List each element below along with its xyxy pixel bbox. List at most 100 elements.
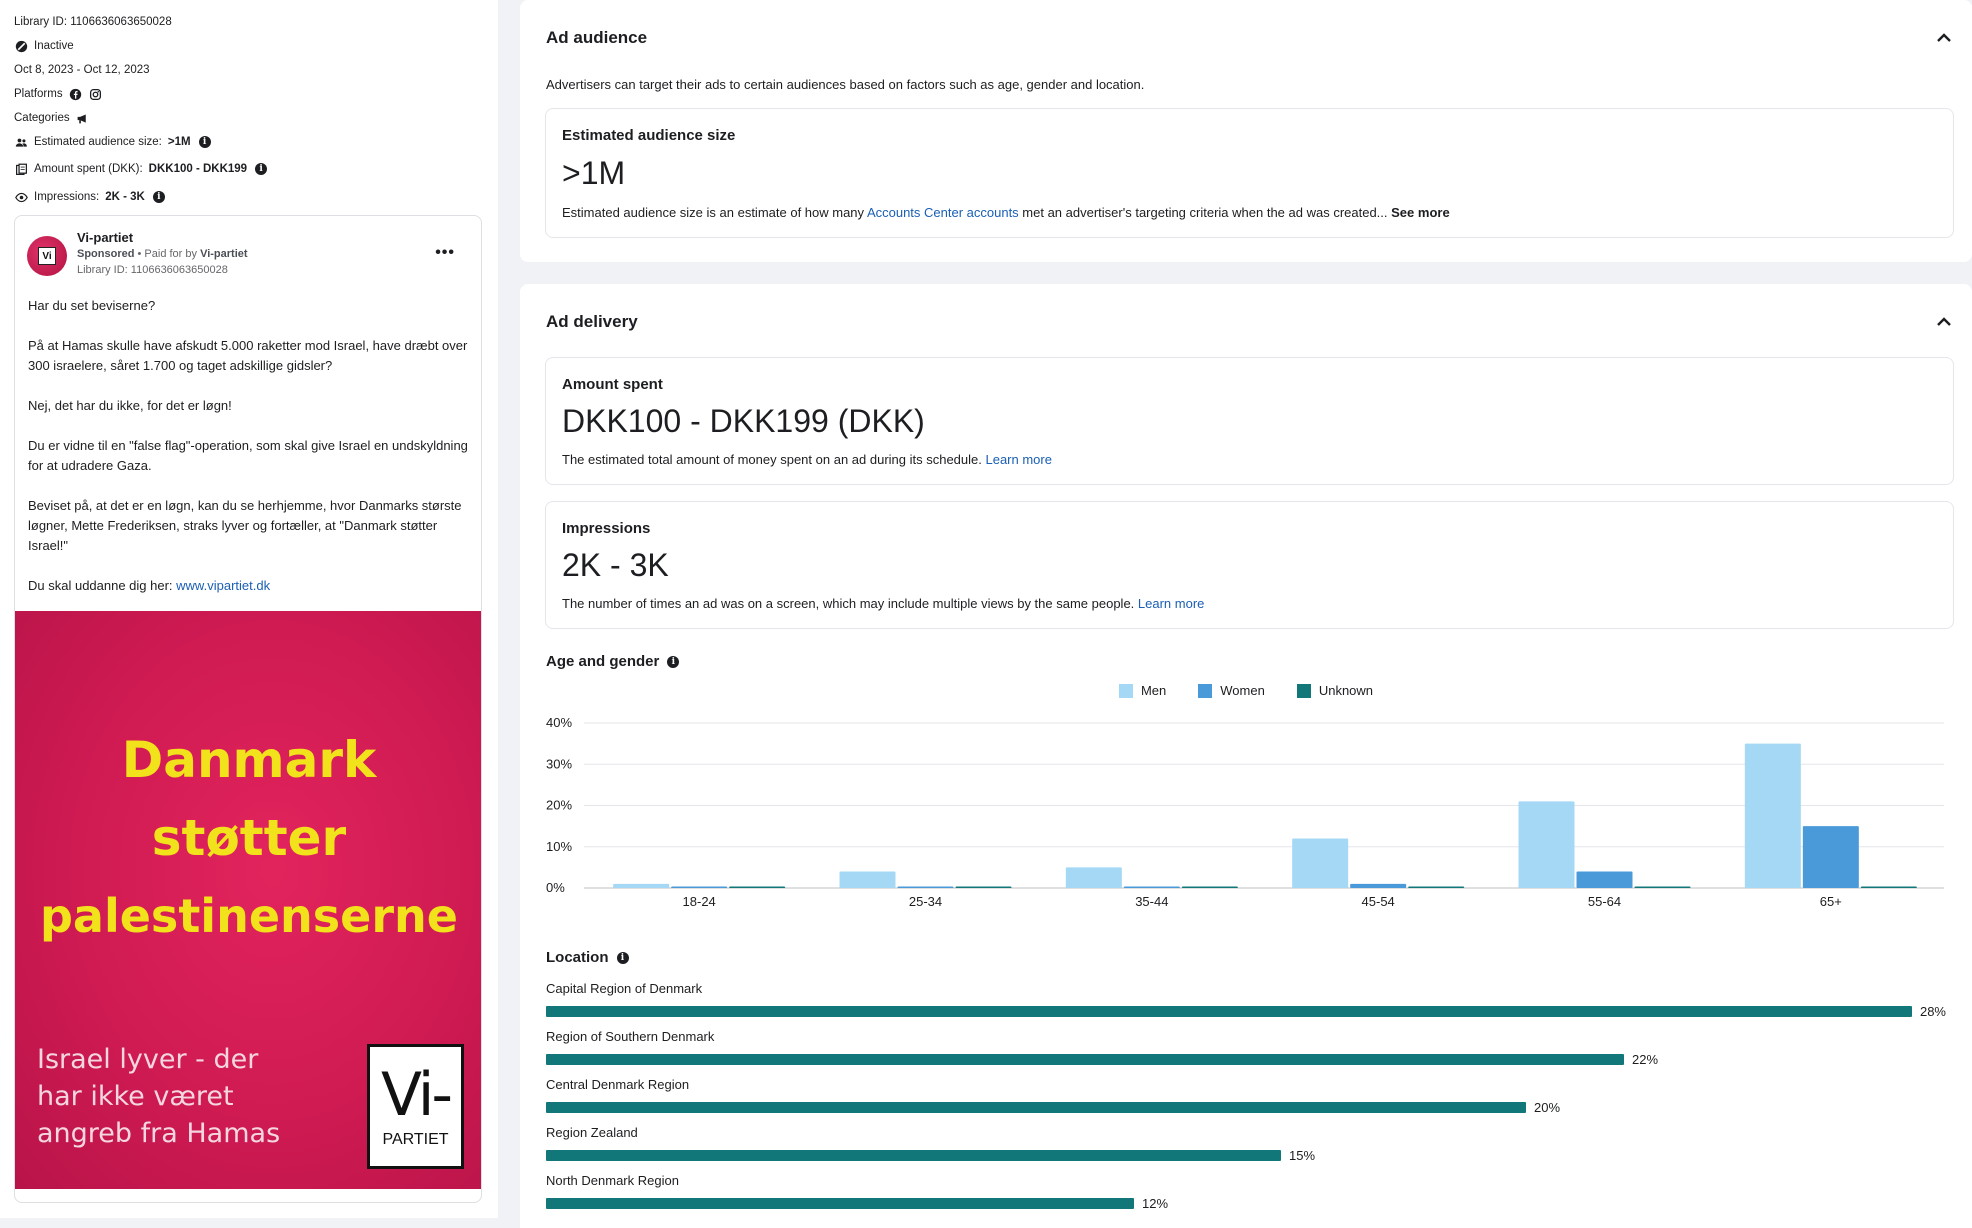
bar-men-45-54[interactable] [1292,838,1349,889]
location-row: North Denmark Region 12% [546,1173,1946,1211]
bar-unknown-55-64[interactable] [1634,886,1691,889]
bar-men-55-64[interactable] [1518,801,1575,888]
x-tick-label: 35-44 [1135,894,1168,909]
ad-audience-card: Ad audience Advertisers can target their… [520,0,1972,262]
location-bar[interactable] [546,1198,1134,1209]
impressions-row: Impressions: 2K - 3K i [14,184,484,210]
bar-women-55-64[interactable] [1576,871,1633,889]
location-bar-wrap: 28% [546,1004,1946,1019]
location-percent: 22% [1632,1052,1659,1067]
y-tick-label: 10% [546,839,572,854]
bar-unknown-25-34[interactable] [955,886,1012,889]
eye-icon [14,190,28,204]
legend-item-women[interactable]: Women [1198,683,1265,698]
impressions-box: Impressions 2K - 3K The number of times … [545,501,1954,629]
date-range: Oct 8, 2023 - Oct 12, 2023 [14,64,150,76]
location-name: North Denmark Region [546,1173,679,1188]
bar-unknown-45-54[interactable] [1408,886,1465,889]
location-bar[interactable] [546,1006,1912,1017]
more-options-icon[interactable]: ••• [435,244,455,261]
location-bar[interactable] [546,1150,1281,1161]
ad-paragraph: Beviset på, at det er en løgn, kan du se… [28,498,462,553]
chevron-up-icon[interactable] [1936,314,1952,330]
x-tick-label: 25-34 [909,894,942,909]
legend-item-unknown[interactable]: Unknown [1296,683,1373,698]
info-icon[interactable]: i [198,136,211,148]
avatar[interactable]: Vi [27,236,67,276]
audience-size-row: Estimated audience size: >1M i [14,130,484,154]
image-subline: Israel lyver - der har ikke været angreb… [37,1044,281,1149]
bar-men-35-44[interactable] [1065,867,1122,888]
y-tick-label: 40% [546,715,572,730]
learn-more-link[interactable]: Learn more [1137,596,1205,611]
categories-row: Categories [14,106,484,130]
age-gender-title: Age and gender i [546,653,680,670]
location-name: Central Denmark Region [546,1077,690,1092]
chevron-up-icon[interactable] [1936,30,1952,46]
info-icon[interactable]: i [616,951,629,964]
legend-swatch [1118,683,1133,698]
location-percent: 20% [1534,1100,1561,1115]
x-tick-label: 18-24 [683,894,716,909]
location-bar[interactable] [546,1054,1624,1065]
bar-men-18-24[interactable] [613,883,670,888]
see-more-button[interactable]: See more [1391,205,1450,220]
bar-women-18-24[interactable] [671,886,728,889]
audience-size-note: Estimated audience size is an estimate o… [562,205,1450,220]
x-tick-label: 55-64 [1588,894,1621,909]
advertiser-name[interactable]: Vi-partiet [77,230,134,245]
legend-swatch [1198,683,1213,698]
bar-women-35-44[interactable] [1123,886,1180,889]
facebook-icon [69,87,83,101]
location-row: Region of Southern Denmark 22% [546,1029,1946,1067]
ad-header: Vi Vi-partiet Sponsored • Paid for by Vi… [15,216,481,296]
location-bar-wrap: 22% [546,1052,1946,1067]
advertiser-info: Vi-partiet Sponsored • Paid for by Vi-pa… [77,230,248,282]
location-bar[interactable] [546,1102,1526,1113]
ad-preview-card: Vi Vi-partiet Sponsored • Paid for by Vi… [14,215,482,1203]
ad-audience-title: Ad audience [546,28,648,47]
ad-audience-description: Advertisers can target their ads to cert… [546,77,1145,92]
amount-spent-value: DKK100 - DKK199 (DKK) [562,403,925,439]
legend-item-men[interactable]: Men [1118,683,1166,698]
impressions-label: Impressions [562,520,651,537]
bar-men-65+[interactable] [1744,743,1801,888]
location-name: Region Zealand [546,1125,638,1140]
location-bar-wrap: 12% [546,1196,1946,1211]
bar-women-45-54[interactable] [1350,883,1407,888]
bar-unknown-18-24[interactable] [729,886,786,889]
ad-delivery-title: Ad delivery [546,312,638,331]
sponsored-line: Sponsored • Paid for by Vi-partiet [77,248,248,260]
audience-size-box: Estimated audience size >1M Estimated au… [545,108,1954,238]
accounts-center-link[interactable]: Accounts Center accounts [866,205,1019,220]
bar-unknown-65+[interactable] [1860,886,1917,889]
location-percent: 28% [1919,1004,1946,1019]
info-icon[interactable]: i [667,655,680,668]
location-title: Location i [546,949,629,966]
amount-spent-label: Amount spent [562,376,663,393]
status-row: Inactive [14,34,484,58]
ad-library-id: Library ID: 1106636063650028 [77,264,228,276]
y-tick-label: 20% [546,798,572,813]
audience-size-label: Estimated audience size [562,127,736,144]
ad-creative-image[interactable]: Danmark støtter palestinenserne Israel l… [15,611,481,1189]
bar-women-65+[interactable] [1802,826,1859,888]
ad-paragraph: På at Hamas skulle have afskudt 5.000 ra… [28,338,468,373]
ad-paragraph: Har du set beviserne? [28,298,156,313]
location-percent: 15% [1289,1148,1316,1163]
ad-website-link[interactable]: www.vipartiet.dk [176,578,271,593]
location-row: Central Denmark Region 20% [546,1077,1946,1115]
receipt-icon [14,162,28,176]
location-bar-wrap: 20% [546,1100,1946,1115]
bar-unknown-35-44[interactable] [1181,886,1238,889]
status-text: Inactive [34,40,74,52]
info-icon[interactable]: i [255,163,268,175]
age-gender-chart: 0% 10% 20% 30% 40% 18-24 25-34 35-44 45-54 55-64 6… [546,715,1944,909]
learn-more-link[interactable]: Learn more [985,452,1052,467]
amount-spent-box: Amount spent DKK100 - DKK199 (DKK) The e… [545,357,1954,485]
bar-men-25-34[interactable] [839,871,896,889]
audience-size-value: >1M [562,155,626,191]
amount-spent-note: The estimated total amount of money spen… [562,452,1052,467]
bar-women-25-34[interactable] [897,886,954,889]
info-icon[interactable]: i [152,191,165,203]
